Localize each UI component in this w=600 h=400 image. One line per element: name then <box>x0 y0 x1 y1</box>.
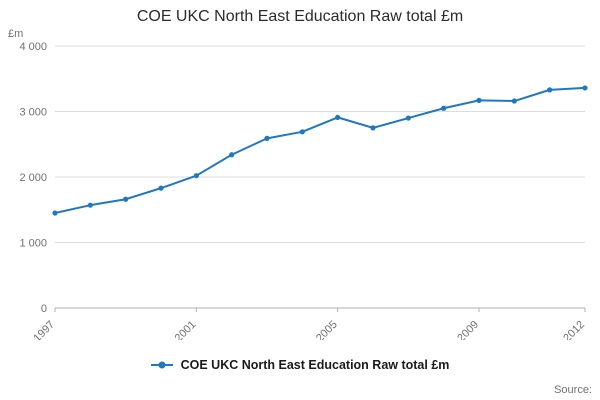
source-label: Source: <box>554 384 592 396</box>
legend-item[interactable]: COE UKC North East Education Raw total £… <box>0 358 600 372</box>
y-tick-label: 1 000 <box>19 238 47 250</box>
y-tick-label: 0 <box>41 303 47 315</box>
legend-label: COE UKC North East Education Raw total £… <box>180 358 450 372</box>
x-tick-label: 2012 <box>561 319 587 340</box>
data-point-marker <box>158 185 164 191</box>
data-point-marker <box>52 210 58 216</box>
y-axis-unit-label: £m <box>8 28 24 40</box>
y-tick-label: 4 000 <box>19 41 47 53</box>
x-tick-label: 2009 <box>455 319 481 340</box>
data-point-marker <box>264 135 270 141</box>
data-point-marker <box>547 87 553 93</box>
x-tick-label: 2001 <box>173 319 199 340</box>
data-point-marker <box>476 97 482 103</box>
data-point-marker <box>299 129 305 135</box>
plot-area: 0 1 000 2 000 3 000 4 000 1997 2001 2005 2009 201… <box>0 40 600 344</box>
data-point-marker <box>87 202 93 208</box>
legend-marker-icon <box>150 364 173 366</box>
y-tick-label: 2 000 <box>19 172 47 184</box>
series-line <box>54 86 586 215</box>
x-tick-label: 2005 <box>314 319 340 340</box>
data-point-marker <box>370 125 376 131</box>
data-point-marker <box>193 173 199 179</box>
chart-title: COE UKC North East Education Raw total £… <box>136 8 464 25</box>
data-point-marker <box>123 196 129 202</box>
data-point-marker <box>405 115 411 121</box>
data-point-marker <box>582 85 588 91</box>
y-tick-label: 3 000 <box>19 107 47 119</box>
data-point-marker <box>229 152 235 158</box>
data-point-marker <box>441 105 447 111</box>
data-point-marker <box>335 114 341 120</box>
x-tick-label: 1997 <box>31 319 57 340</box>
line-chart: 0 1 000 2 000 3 000 4 000 1997 2001 2005 2009 201… <box>19 41 588 344</box>
data-point-marker <box>511 98 517 104</box>
